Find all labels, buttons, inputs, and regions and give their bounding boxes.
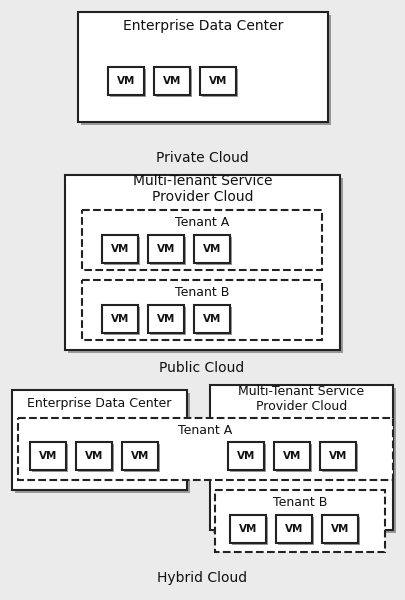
Bar — [81, 15, 331, 125]
Text: Multi-Tenant Service
Provider Cloud: Multi-Tenant Service Provider Cloud — [239, 385, 364, 413]
Bar — [76, 442, 112, 470]
Text: VM: VM — [237, 451, 255, 461]
Bar — [196, 307, 232, 335]
Text: Hybrid Cloud: Hybrid Cloud — [157, 571, 247, 585]
Text: Tenant A: Tenant A — [175, 215, 229, 229]
Text: Public Cloud: Public Cloud — [160, 361, 245, 375]
Bar — [148, 235, 184, 263]
Text: Enterprise Data Center: Enterprise Data Center — [27, 397, 172, 410]
Bar — [78, 444, 114, 472]
Bar — [108, 67, 144, 95]
Text: VM: VM — [85, 451, 103, 461]
Bar — [324, 517, 360, 545]
Text: VM: VM — [203, 244, 221, 254]
Bar — [200, 67, 236, 95]
Bar — [202, 69, 238, 97]
Bar — [276, 444, 312, 472]
Text: VM: VM — [131, 451, 149, 461]
Text: VM: VM — [39, 451, 57, 461]
Bar — [196, 237, 232, 265]
Bar — [210, 385, 393, 530]
Text: VM: VM — [111, 314, 129, 324]
Bar — [194, 305, 230, 333]
Bar — [232, 517, 268, 545]
Text: Tenant B: Tenant B — [273, 496, 327, 509]
Text: VM: VM — [331, 524, 349, 534]
Bar — [148, 305, 184, 333]
Text: VM: VM — [163, 76, 181, 86]
Text: VM: VM — [157, 314, 175, 324]
Bar — [15, 393, 190, 493]
Bar — [150, 307, 186, 335]
Bar — [322, 444, 358, 472]
Bar — [276, 515, 312, 543]
Bar — [102, 235, 138, 263]
Text: VM: VM — [117, 76, 135, 86]
Bar — [102, 305, 138, 333]
Text: Private Cloud: Private Cloud — [156, 151, 248, 165]
Bar — [194, 235, 230, 263]
Bar — [215, 490, 385, 552]
Bar — [322, 515, 358, 543]
Text: Enterprise Data Center: Enterprise Data Center — [123, 19, 283, 33]
Bar — [213, 388, 396, 533]
Bar — [82, 280, 322, 340]
Text: Tenant B: Tenant B — [175, 286, 229, 298]
Bar — [104, 307, 140, 335]
Bar — [104, 237, 140, 265]
Bar — [230, 444, 266, 472]
Bar — [228, 442, 264, 470]
Bar — [274, 442, 310, 470]
Bar — [150, 237, 186, 265]
Bar — [320, 442, 356, 470]
Bar — [156, 69, 192, 97]
Bar — [78, 12, 328, 122]
Text: VM: VM — [239, 524, 257, 534]
Text: VM: VM — [329, 451, 347, 461]
Text: VM: VM — [283, 451, 301, 461]
Bar — [68, 178, 343, 353]
Bar — [122, 442, 158, 470]
Bar — [278, 517, 314, 545]
Bar — [30, 442, 66, 470]
Text: VM: VM — [111, 244, 129, 254]
Text: VM: VM — [157, 244, 175, 254]
Bar — [110, 69, 146, 97]
Bar — [32, 444, 68, 472]
Bar — [65, 175, 340, 350]
Text: Multi-Tenant Service
Provider Cloud: Multi-Tenant Service Provider Cloud — [133, 174, 272, 204]
Bar — [230, 515, 266, 543]
Text: VM: VM — [203, 314, 221, 324]
Text: VM: VM — [209, 76, 227, 86]
Text: VM: VM — [285, 524, 303, 534]
Bar — [124, 444, 160, 472]
Bar — [82, 210, 322, 270]
Text: Tenant A: Tenant A — [178, 424, 232, 437]
Bar — [154, 67, 190, 95]
Bar — [12, 390, 187, 490]
Bar — [18, 418, 393, 480]
